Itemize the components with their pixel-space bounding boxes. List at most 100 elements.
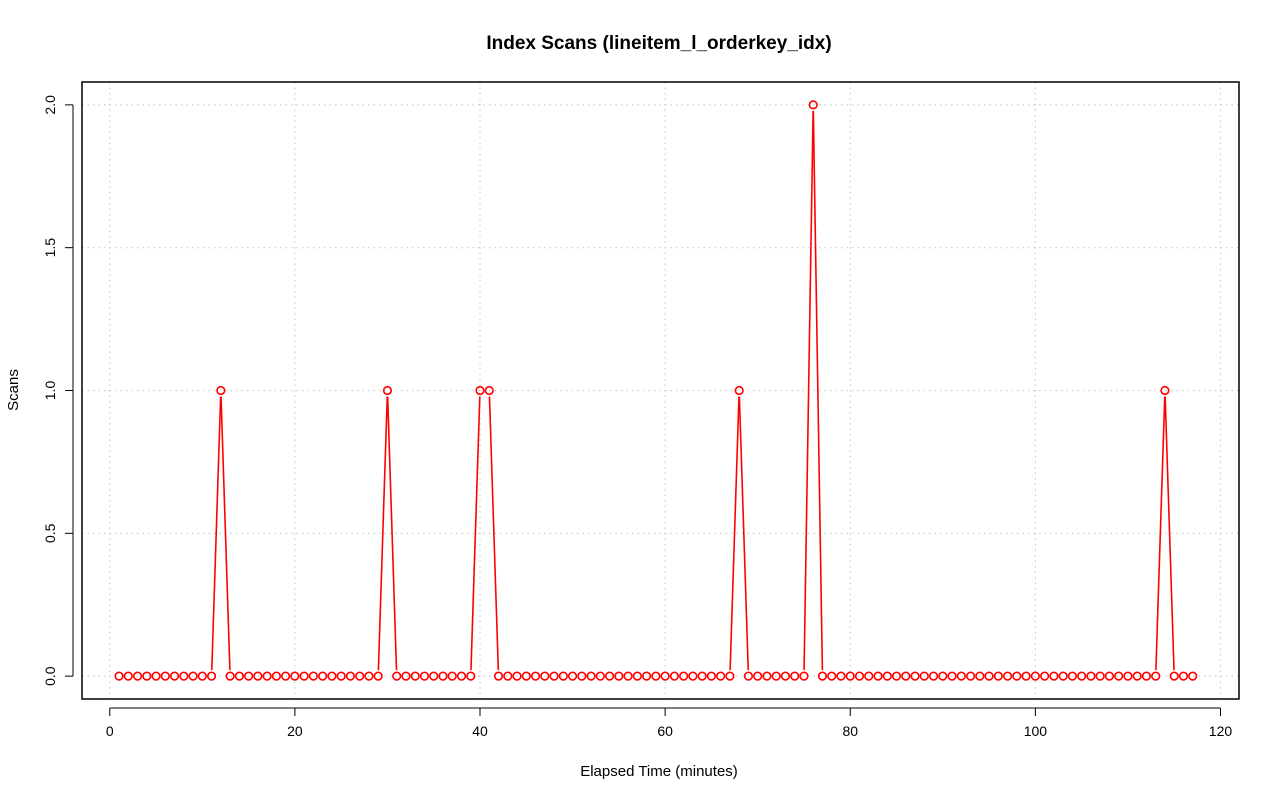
data-point (817, 671, 828, 681)
data-point (845, 671, 855, 681)
data-point (854, 671, 865, 681)
data-point (549, 671, 559, 681)
data-point (345, 671, 356, 681)
series-line-segment (386, 396, 398, 671)
data-point (771, 671, 781, 681)
data-point (355, 671, 365, 681)
series-line-segment (377, 396, 389, 671)
data-point (188, 671, 198, 681)
data-point (1151, 671, 1161, 681)
series-line-segment (729, 396, 740, 671)
data-point (262, 671, 272, 681)
data-point (308, 671, 319, 681)
data-point (919, 671, 929, 681)
data-point (493, 671, 504, 681)
series-points (114, 100, 1198, 681)
data-point (975, 671, 985, 681)
data-point (290, 671, 300, 681)
y-tick-label: 0.0 (42, 666, 58, 686)
data-point (706, 671, 717, 681)
data-point (327, 671, 337, 681)
data-point (244, 671, 254, 681)
x-axis-label: Elapsed Time (minutes) (580, 763, 738, 780)
series-line-segment (488, 396, 500, 671)
data-point (873, 671, 883, 681)
data-point (1104, 671, 1115, 681)
data-point (1021, 671, 1031, 681)
chart-title: Index Scans (lineitem_l_orderkey_idx) (486, 33, 831, 54)
data-point (1178, 671, 1189, 681)
data-point (716, 671, 726, 681)
data-point (697, 671, 707, 681)
data-point (429, 671, 439, 681)
data-point (1012, 671, 1022, 681)
y-tick-label: 0.5 (42, 523, 58, 543)
data-point (253, 671, 263, 681)
data-point (1132, 671, 1142, 681)
data-point (123, 671, 133, 681)
data-point (1040, 671, 1050, 681)
data-point (225, 671, 235, 681)
data-point (642, 671, 652, 681)
data-point (419, 671, 430, 681)
x-tick-label: 80 (842, 723, 858, 739)
data-point (753, 671, 763, 681)
data-point (799, 671, 809, 681)
data-point (651, 671, 661, 681)
data-point (632, 671, 642, 681)
data-point (1095, 671, 1105, 681)
data-point (382, 385, 393, 396)
grid (82, 82, 1239, 699)
data-point (151, 671, 161, 681)
data-point (679, 671, 689, 681)
data-point (466, 671, 476, 681)
data-point (281, 671, 291, 681)
y-tick-label: 1.5 (42, 238, 58, 258)
data-point (206, 671, 217, 681)
data-point (947, 671, 957, 681)
data-point (1086, 671, 1096, 681)
data-point (336, 671, 346, 681)
data-point (734, 385, 744, 396)
data-point (512, 671, 522, 681)
plot-frame (81, 81, 1240, 700)
data-point (1114, 671, 1124, 681)
y-tick-label: 2.0 (42, 95, 58, 115)
data-point (438, 671, 448, 681)
data-point (410, 671, 420, 681)
data-point (558, 671, 568, 681)
data-point (660, 671, 670, 681)
data-point (762, 671, 772, 681)
data-point (604, 671, 615, 681)
series-line-segment (220, 396, 231, 671)
data-point (373, 671, 383, 681)
data-point (1002, 671, 1013, 681)
data-point (484, 385, 494, 396)
data-point (318, 671, 328, 681)
data-point (1067, 671, 1077, 681)
data-point (928, 671, 939, 681)
data-point (1049, 671, 1059, 681)
data-point (901, 671, 911, 681)
data-point (1188, 671, 1198, 681)
data-point (586, 671, 596, 681)
data-point (808, 100, 818, 110)
data-point (364, 671, 374, 681)
data-point (271, 671, 281, 681)
data-point (197, 671, 207, 681)
data-point (614, 671, 624, 681)
data-point (623, 671, 633, 681)
data-point (456, 671, 467, 681)
data-point (743, 671, 754, 681)
x-tick-label: 40 (472, 723, 488, 739)
data-point (447, 671, 457, 681)
series-line-segment (1155, 396, 1166, 671)
series-line-segment (738, 396, 750, 671)
data-point (827, 671, 837, 681)
data-point (1160, 385, 1170, 396)
data-point (169, 671, 180, 681)
data-point (503, 671, 513, 681)
data-point (132, 671, 143, 681)
data-point (938, 671, 948, 681)
series-line-segment (1164, 396, 1175, 671)
